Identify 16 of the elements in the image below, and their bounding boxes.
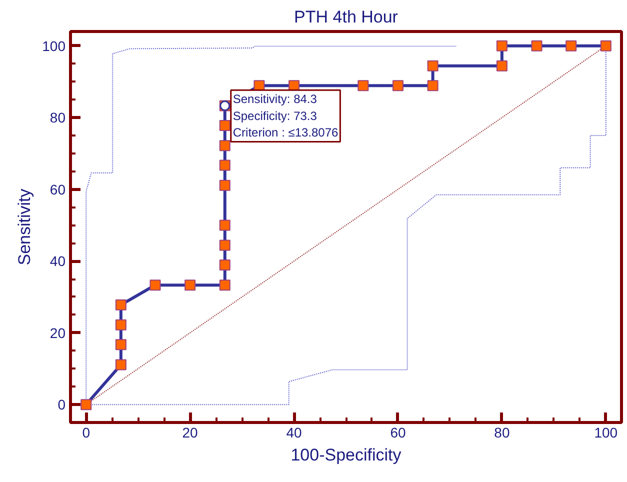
y-tick-label: 60 [50,181,66,198]
y-tick-label: 40 [50,253,66,270]
annotation: Sensitivity: 84.3 Specificity: 73.3 Criterion : ≤13.8076 [232,92,339,140]
y-tick-label: 100 [42,38,66,54]
y-axis-title: Sensitivity [15,188,34,266]
x-tick-label: 40 [286,424,302,440]
x-tick-label: 100 [594,424,618,440]
x-axis-title: 100-Specificity [290,446,402,464]
y-tick-label: 0 [58,396,66,413]
x-tick-label: 60 [390,424,406,440]
chart-title: PTH 4th Hour [294,8,398,26]
y-tick-label: 80 [50,110,66,126]
x-tick-label: 0 [82,424,90,440]
y-tick-label: 20 [50,324,66,341]
x-tick-label: 80 [494,424,510,440]
x-tick-label: 20 [182,424,198,440]
